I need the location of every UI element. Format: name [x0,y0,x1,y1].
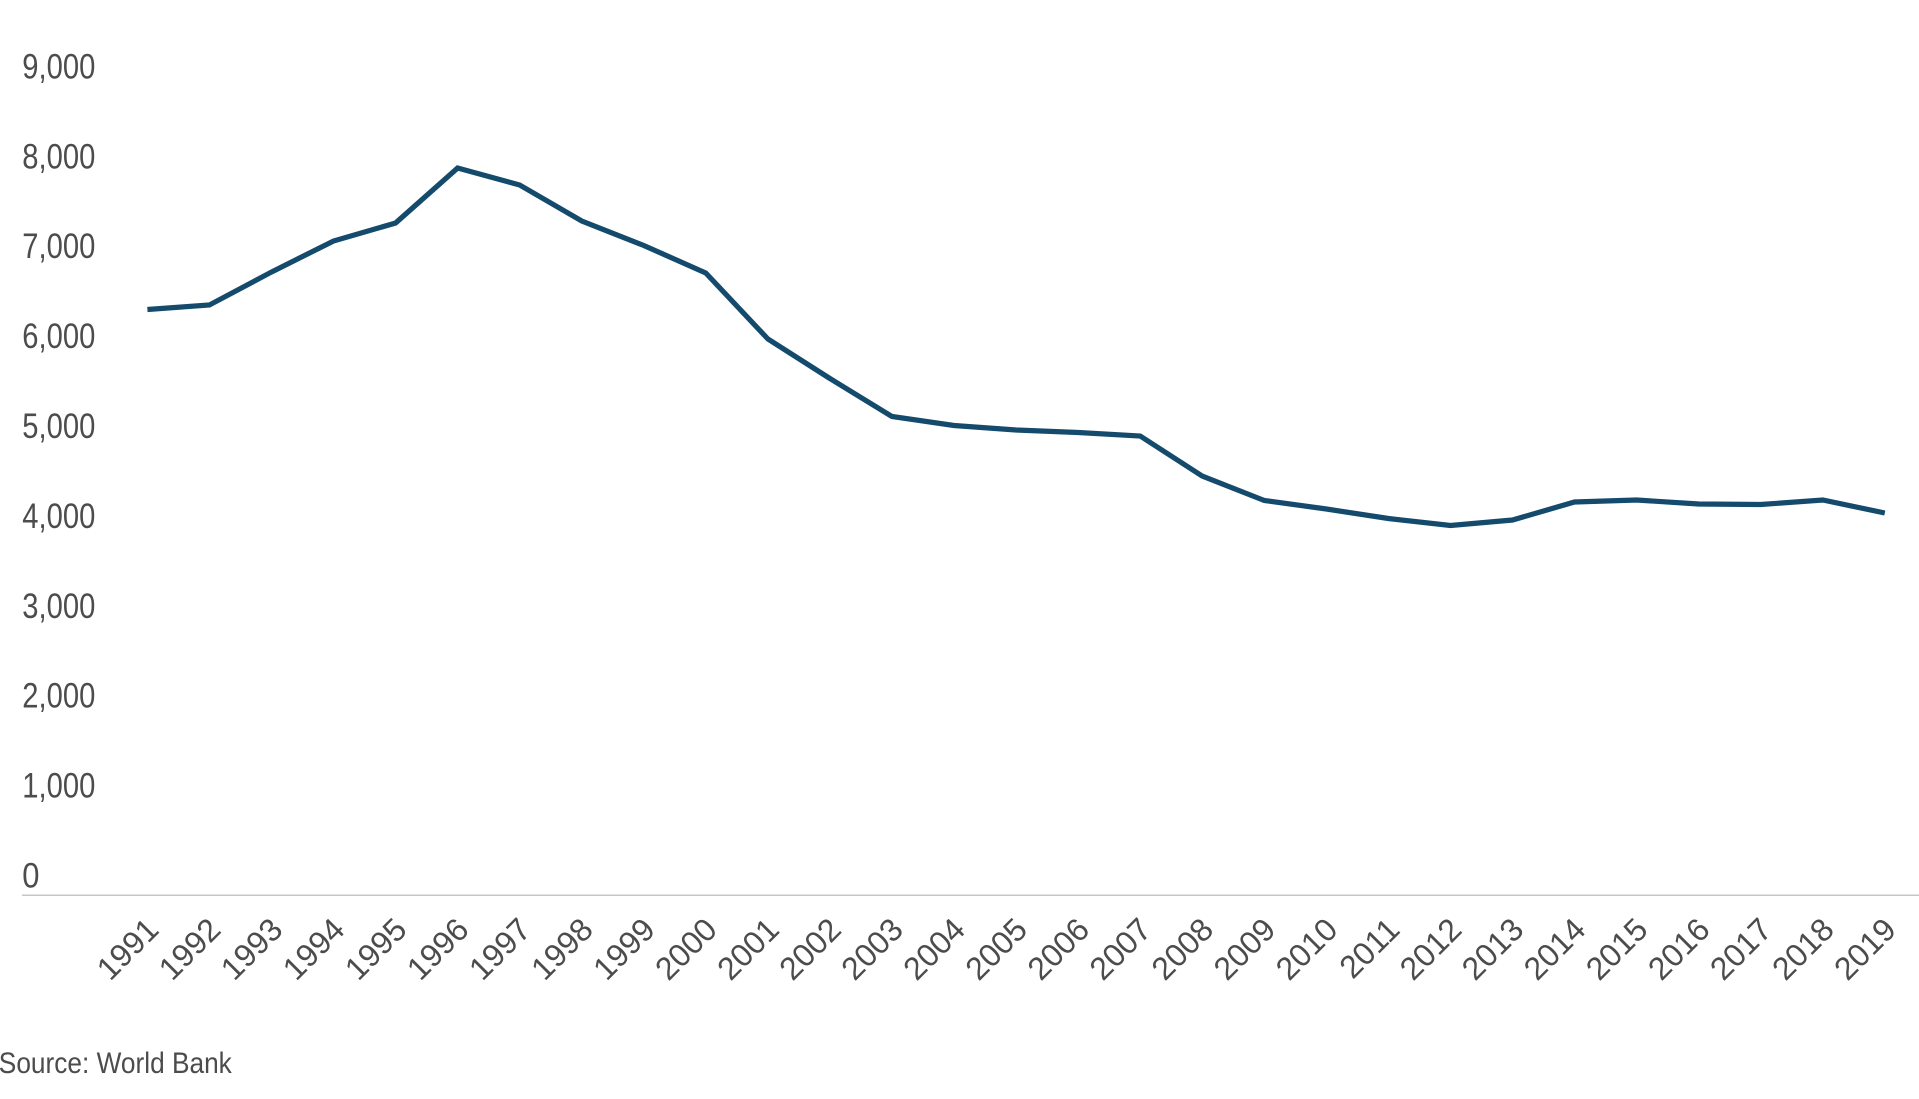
svg-text:5,000: 5,000 [22,407,95,446]
svg-text:7,000: 7,000 [22,227,95,266]
svg-text:6,000: 6,000 [22,317,95,356]
svg-text:0: 0 [22,856,39,895]
svg-text:9,000: 9,000 [22,48,95,87]
svg-text:2,000: 2,000 [22,677,95,716]
svg-text:4,000: 4,000 [22,497,95,536]
svg-text:Source: World Bank: Source: World Bank [0,1047,233,1080]
svg-text:3,000: 3,000 [22,587,95,626]
svg-text:1,000: 1,000 [22,767,95,806]
svg-text:8,000: 8,000 [22,137,95,176]
